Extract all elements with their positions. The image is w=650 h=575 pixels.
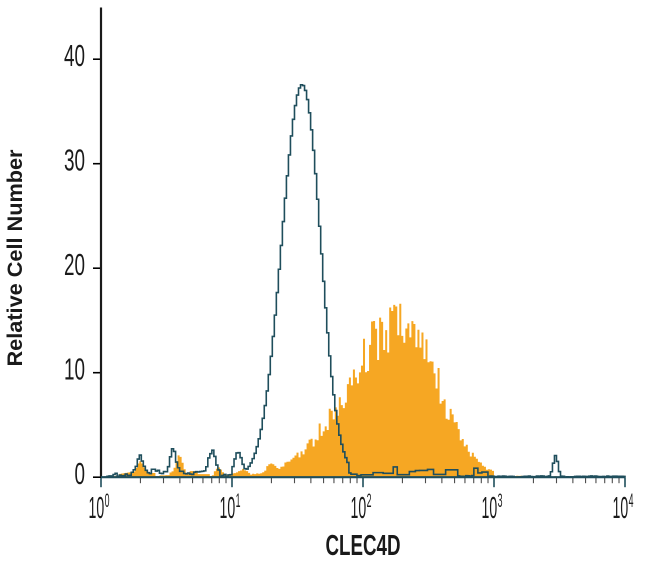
svg-text:20: 20	[64, 248, 85, 282]
svg-text:30: 30	[64, 144, 85, 178]
svg-text:10: 10	[64, 353, 85, 387]
svg-text:Relative Cell Number: Relative Cell Number	[2, 149, 27, 367]
svg-text:CLEC4D: CLEC4D	[326, 530, 401, 562]
svg-text:0: 0	[75, 457, 86, 491]
svg-text:40: 40	[64, 39, 85, 73]
